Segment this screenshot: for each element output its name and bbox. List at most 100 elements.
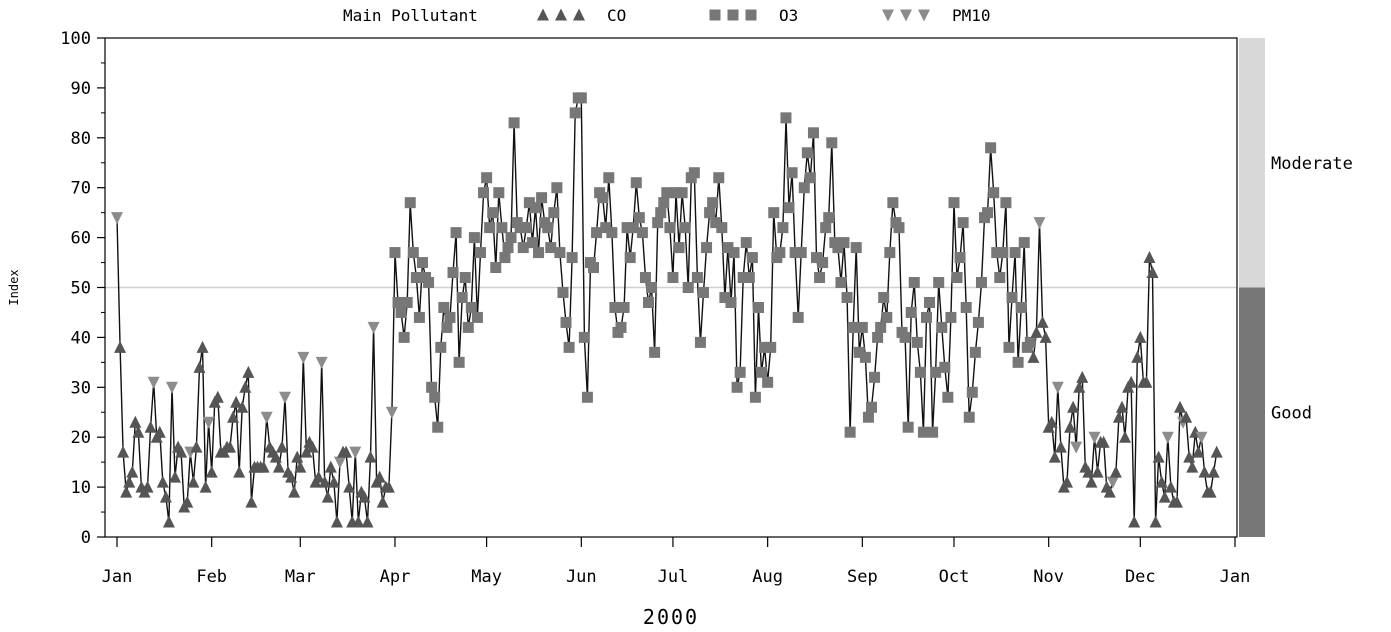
data-point-o3 bbox=[838, 237, 850, 249]
legend-title: Main Pollutant bbox=[343, 6, 478, 25]
data-point-o3 bbox=[722, 242, 734, 254]
data-point-o3 bbox=[780, 112, 792, 124]
legend-marker-pm10 bbox=[882, 9, 894, 22]
band-label-0: Good bbox=[1271, 403, 1312, 423]
data-point-o3 bbox=[450, 227, 462, 239]
data-point-o3 bbox=[765, 341, 777, 353]
data-point-o3 bbox=[786, 167, 798, 179]
data-point-co bbox=[129, 415, 142, 428]
data-point-o3 bbox=[520, 222, 532, 234]
data-point-o3 bbox=[713, 172, 725, 184]
data-point-o3 bbox=[875, 321, 887, 333]
data-point-o3 bbox=[746, 252, 758, 264]
data-point-o3 bbox=[1015, 301, 1027, 313]
band-1 bbox=[1239, 38, 1265, 288]
data-point-o3 bbox=[783, 202, 795, 214]
data-point-co bbox=[285, 470, 298, 483]
data-point-o3 bbox=[490, 262, 502, 274]
data-point-o3 bbox=[869, 371, 881, 383]
data-point-co bbox=[288, 485, 301, 498]
data-point-o3 bbox=[478, 187, 490, 199]
data-point-o3 bbox=[826, 137, 838, 149]
legend-marker-co bbox=[555, 8, 567, 21]
data-point-o3 bbox=[639, 272, 651, 284]
data-point-co bbox=[1180, 410, 1193, 423]
data-point-o3 bbox=[502, 242, 514, 254]
data-point-o3 bbox=[416, 257, 428, 269]
data-point-co bbox=[373, 470, 386, 483]
x-tick-label-7: Aug bbox=[752, 567, 783, 587]
x-tick-label-4: May bbox=[471, 567, 502, 587]
data-point-o3 bbox=[435, 341, 447, 353]
data-point-co bbox=[1146, 266, 1159, 279]
data-point-o3 bbox=[569, 107, 581, 119]
data-point-o3 bbox=[652, 217, 664, 229]
data-point-o3 bbox=[777, 222, 789, 234]
data-point-co bbox=[327, 475, 340, 488]
data-point-co bbox=[1186, 460, 1199, 473]
y-tick-label-2: 20 bbox=[71, 428, 91, 448]
data-point-co bbox=[294, 460, 307, 473]
legend-label-co: CO bbox=[607, 6, 626, 25]
band-0 bbox=[1239, 287, 1265, 537]
data-point-o3 bbox=[1000, 197, 1012, 209]
data-point-pm10 bbox=[315, 356, 328, 369]
data-point-o3 bbox=[811, 252, 823, 264]
y-tick-label-4: 40 bbox=[71, 328, 91, 348]
data-point-co bbox=[1143, 251, 1156, 264]
legend: Main Pollutant CO O3 PM10 bbox=[343, 6, 991, 25]
data-point-o3 bbox=[957, 217, 969, 229]
data-point-co bbox=[1048, 450, 1061, 463]
data-point-pm10 bbox=[367, 321, 380, 334]
x-tick-label-9: Oct bbox=[939, 567, 970, 587]
data-point-o3 bbox=[853, 346, 865, 358]
data-point-o3 bbox=[426, 381, 438, 393]
y-tick-label-6: 60 bbox=[71, 229, 91, 249]
data-point-co bbox=[1119, 430, 1132, 443]
data-point-o3 bbox=[581, 391, 593, 403]
data-point-o3 bbox=[441, 321, 453, 333]
data-point-o3 bbox=[948, 197, 960, 209]
data-point-o3 bbox=[749, 391, 761, 403]
data-point-co bbox=[245, 495, 258, 508]
data-point-o3 bbox=[933, 277, 945, 289]
data-point-o3 bbox=[1003, 341, 1015, 353]
y-tick-label-0: 0 bbox=[81, 528, 91, 548]
data-point-o3 bbox=[850, 242, 862, 254]
y-tick-label-10: 100 bbox=[60, 29, 91, 49]
data-point-o3 bbox=[517, 242, 529, 254]
data-point-o3 bbox=[954, 252, 966, 264]
data-point-pm10 bbox=[279, 391, 292, 404]
data-point-o3 bbox=[471, 311, 483, 323]
data-point-o3 bbox=[679, 222, 691, 234]
data-point-o3 bbox=[591, 227, 603, 239]
data-point-o3 bbox=[792, 311, 804, 323]
data-points bbox=[111, 92, 1223, 528]
data-point-o3 bbox=[817, 257, 829, 269]
data-point-o3 bbox=[658, 197, 670, 209]
data-point-o3 bbox=[597, 192, 609, 204]
data-point-o3 bbox=[560, 316, 572, 328]
data-point-co bbox=[1140, 375, 1153, 388]
data-point-co bbox=[257, 460, 270, 473]
data-point-o3 bbox=[847, 321, 859, 333]
data-point-co bbox=[1091, 465, 1104, 478]
data-point-o3 bbox=[997, 247, 1009, 259]
data-point-o3 bbox=[438, 301, 450, 313]
data-point-pm10 bbox=[333, 456, 346, 469]
data-point-pm10 bbox=[297, 351, 310, 364]
data-point-o3 bbox=[548, 207, 560, 219]
data-point-o3 bbox=[914, 366, 926, 378]
data-point-co bbox=[187, 475, 200, 488]
data-point-co bbox=[224, 440, 237, 453]
legend-marker-co bbox=[573, 8, 585, 21]
data-point-co bbox=[382, 480, 395, 493]
data-point-co bbox=[1183, 450, 1196, 463]
data-point-co bbox=[1125, 375, 1138, 388]
data-point-co bbox=[1036, 315, 1049, 328]
y-tick-label-9: 90 bbox=[71, 79, 91, 99]
data-point-o3 bbox=[734, 366, 746, 378]
data-point-o3 bbox=[972, 316, 984, 328]
data-point-co bbox=[1158, 490, 1171, 503]
